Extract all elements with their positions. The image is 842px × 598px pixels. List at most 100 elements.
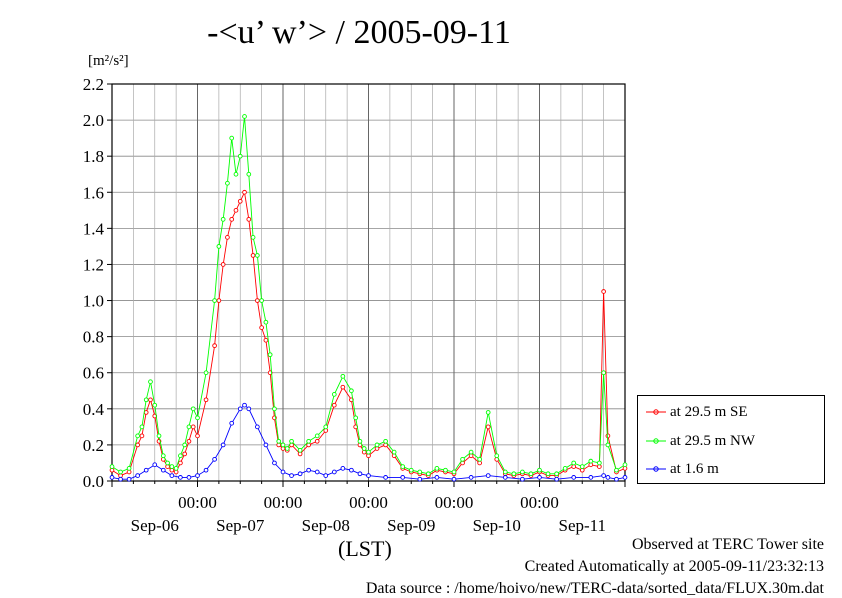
data-point <box>601 289 606 294</box>
data-point <box>242 402 247 408</box>
data-point <box>255 298 260 303</box>
legend-label-se: at 29.5 m SE <box>670 404 748 420</box>
data-point <box>195 473 200 478</box>
x-tick-time-label: 00:00 <box>520 493 559 512</box>
grid-lines <box>111 83 626 482</box>
data-point <box>118 476 123 482</box>
data-point <box>366 449 371 455</box>
footer-created: Created Automatically at 2005-09-11/23:3… <box>524 558 824 575</box>
data-point <box>605 475 611 480</box>
footer-source: Data source : /home/hoivo/new/TERC-data/… <box>365 580 824 597</box>
data-point <box>554 476 559 482</box>
data-point <box>190 424 196 430</box>
data-point <box>485 473 491 478</box>
data-point <box>588 475 594 480</box>
data-point <box>169 464 175 469</box>
data-point <box>588 458 594 464</box>
data-point <box>502 475 508 480</box>
data-point <box>596 460 602 466</box>
data-point <box>237 153 243 159</box>
data-point <box>571 475 577 480</box>
data-point <box>323 473 329 478</box>
y-tick-label: 1.4 <box>83 219 105 238</box>
data-point <box>229 216 235 222</box>
x-tick-day-label: Sep-09 <box>387 516 435 535</box>
data-point <box>263 442 269 448</box>
x-tick-day-label: Sep-08 <box>302 516 350 535</box>
x-tick-day-label: Sep-10 <box>473 516 521 535</box>
chart-title-text: -<u’ w’> / 2005-09-11 <box>207 14 511 51</box>
data-point <box>182 442 188 448</box>
data-point <box>383 475 388 480</box>
data-point <box>203 467 209 473</box>
data-point <box>186 438 192 444</box>
plot-frame <box>111 83 626 482</box>
data-point <box>135 433 140 439</box>
legend-swatch-nw <box>646 438 666 444</box>
data-point <box>468 475 474 480</box>
y-axis-unit: [m²/s²] <box>88 53 129 69</box>
data-point <box>272 460 277 466</box>
x-tick-day-label: Sep-07 <box>216 516 265 535</box>
data-point <box>451 476 457 482</box>
y-tick-label: 0.8 <box>83 328 104 347</box>
y-tick-label: 2.2 <box>83 75 104 94</box>
data-point <box>259 325 264 330</box>
data-point <box>229 420 235 426</box>
series-group <box>109 402 628 482</box>
data-point <box>314 438 320 444</box>
data-point <box>233 171 239 177</box>
data-point <box>139 433 145 439</box>
chart-title: -<u’ w’> / 2005-09-11 <box>0 14 842 52</box>
data-point <box>601 370 606 376</box>
data-point <box>520 476 525 482</box>
data-point <box>173 466 179 471</box>
data-point <box>314 469 320 475</box>
data-point <box>417 476 423 482</box>
data-point <box>190 406 196 412</box>
y-tick-label: 0.0 <box>83 472 104 491</box>
data-point <box>528 471 534 477</box>
series-group <box>109 114 628 477</box>
data-point <box>160 467 166 473</box>
data-point <box>220 442 226 448</box>
data-point <box>255 424 260 430</box>
data-point <box>562 466 568 471</box>
data-point <box>434 466 440 471</box>
y-tick-label: 2.0 <box>83 111 104 130</box>
data-point <box>349 388 354 394</box>
data-point <box>614 476 619 482</box>
data-point <box>152 402 158 408</box>
data-point <box>259 298 264 303</box>
data-point <box>306 438 311 444</box>
data-point <box>186 475 192 480</box>
data-point <box>349 467 354 473</box>
legend-swatch-se <box>646 409 666 415</box>
data-point <box>297 447 303 453</box>
data-point <box>537 467 542 473</box>
data-point <box>203 370 209 376</box>
data-point <box>233 207 239 213</box>
data-point <box>225 235 230 240</box>
data-point <box>148 397 153 403</box>
data-point <box>340 384 346 390</box>
data-point <box>605 442 611 448</box>
data-point <box>554 471 559 477</box>
data-point <box>276 438 282 444</box>
data-point <box>417 469 423 475</box>
data-point <box>250 235 256 240</box>
data-point <box>250 253 256 258</box>
data-point <box>246 171 252 177</box>
data-point <box>118 469 123 475</box>
data-point <box>443 467 448 473</box>
data-point <box>306 467 311 473</box>
data-point <box>203 397 209 403</box>
legend-swatch-low <box>646 466 666 472</box>
legend: at 29.5 m SE at 29.5 m NW at 1.6 m <box>637 395 825 484</box>
data-point <box>340 373 346 379</box>
data-point <box>485 424 491 430</box>
data-point <box>216 244 222 249</box>
data-point <box>383 438 388 444</box>
data-point <box>502 469 508 475</box>
